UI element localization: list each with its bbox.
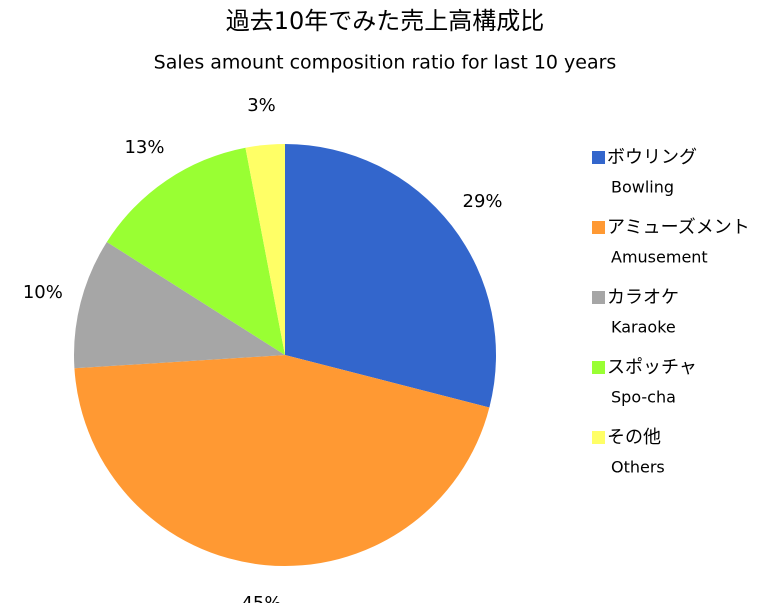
legend-label-en: Others	[611, 458, 665, 477]
chart-subtitle: Sales amount composition ratio for last …	[154, 52, 617, 74]
data-label: 3%	[247, 95, 276, 116]
legend-label-en: Bowling	[611, 178, 674, 197]
data-label: 10%	[23, 282, 63, 303]
pie-slice	[285, 144, 496, 408]
pie-slice	[245, 144, 285, 355]
legend-swatch	[592, 221, 605, 234]
data-label: 13%	[124, 137, 164, 158]
pie-slice	[74, 241, 285, 369]
data-label: 29%	[463, 191, 503, 212]
legend-label: その他	[607, 427, 661, 448]
pie-slice	[106, 147, 286, 355]
pie-slice	[74, 355, 490, 567]
legend-label-en: Spo-cha	[611, 388, 676, 407]
legend-swatch	[592, 151, 605, 164]
legend-label: アミューズメント	[607, 217, 750, 238]
data-label: 45%	[241, 593, 281, 603]
legend-label: スポッチャ	[607, 357, 697, 378]
legend-label-en: Karaoke	[611, 318, 676, 337]
legend-label: ボウリング	[607, 147, 697, 168]
legend-swatch	[592, 431, 605, 444]
legend-swatch	[592, 361, 605, 374]
legend-label: カラオケ	[607, 287, 679, 308]
legend-swatch	[592, 291, 605, 304]
legend-label-en: Amusement	[611, 248, 708, 267]
chart-title: 過去10年でみた売上高構成比	[226, 7, 545, 35]
